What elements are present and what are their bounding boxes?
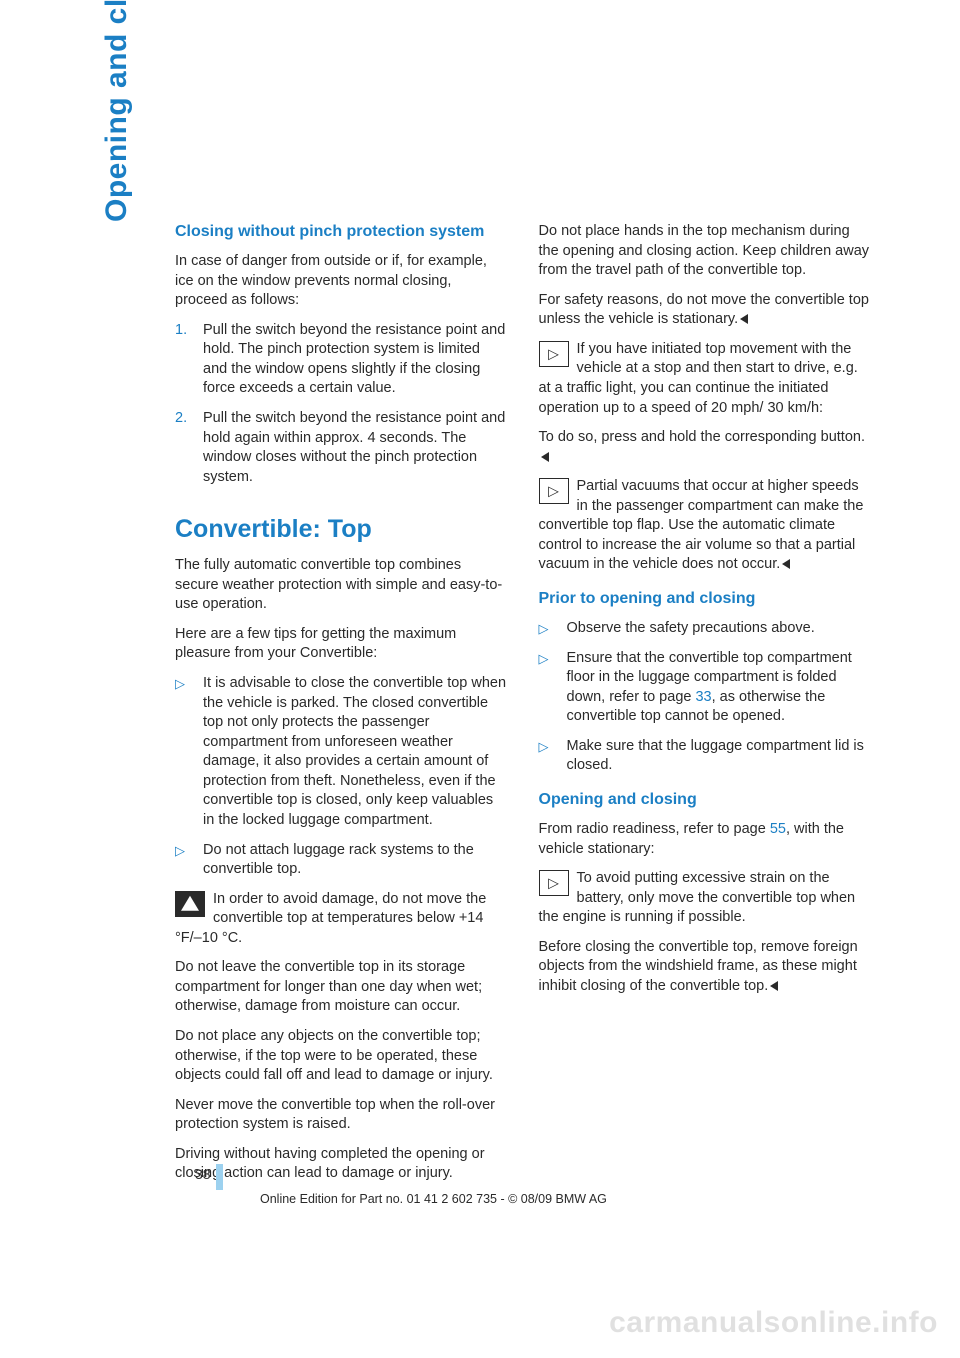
end-mark-icon: [541, 452, 549, 462]
watermark: carmanualsonline.info: [609, 1306, 938, 1340]
body-text: Driving without having completed the ope…: [175, 1145, 507, 1184]
page-number-bar: [216, 1164, 223, 1190]
note-text: In order to avoid damage, do not move th…: [175, 891, 486, 946]
note-text: For safety reasons, do not move the conv…: [539, 292, 869, 328]
warning-icon: [175, 891, 205, 917]
page-reference-link[interactable]: 55: [770, 821, 786, 837]
body-text: Never move the convertible top when the …: [175, 1096, 507, 1135]
step-text: Pull the switch beyond the resistance po…: [203, 322, 505, 397]
list-item: Observe the safety precautions above.: [539, 619, 871, 639]
body-text: Before closing the convertible top, remo…: [539, 938, 871, 997]
tips-list: It is advisable to close the convertible…: [175, 674, 507, 880]
heading-prior-opening: Prior to opening and closing: [539, 589, 871, 609]
step-2: 2. Pull the switch beyond the resistance …: [175, 409, 507, 487]
info-icon: [539, 870, 569, 896]
page-number: 38: [195, 1166, 211, 1182]
note-text: If you have initiated top movement with …: [539, 341, 858, 416]
end-mark-icon: [740, 314, 748, 324]
side-chapter-tab: Opening and closing: [100, 0, 134, 222]
note-text: Before closing the convertible top, remo…: [539, 939, 858, 994]
body-text: From radio readiness, refer to page 55, …: [539, 820, 871, 859]
note-text: Partial vacuums that occur at higher spe…: [539, 478, 864, 572]
body-text: Do not leave the convertible top in its …: [175, 958, 507, 1017]
body-text: From radio readiness, refer to page: [539, 821, 770, 837]
heading-closing-without-pinch: Closing without pinch protection system: [175, 222, 507, 242]
list-item: Ensure that the convertible top compartm…: [539, 649, 871, 727]
body-text: To do so, press and hold the correspondi…: [539, 428, 871, 467]
precautions-list: Observe the safety precautions above. En…: [539, 619, 871, 776]
end-mark-icon: [770, 981, 778, 991]
content-columns: Closing without pinch protection system …: [175, 222, 870, 1194]
info-note: Partial vacuums that occur at higher spe…: [539, 477, 871, 575]
step-number: 1.: [175, 321, 187, 341]
info-note: If you have initiated top movement with …: [539, 340, 871, 418]
heading-convertible-top: Convertible: Top: [175, 515, 507, 544]
info-icon: [539, 341, 569, 367]
heading-opening-closing: Opening and closing: [539, 790, 871, 810]
manual-page: Opening and closing Closing without pinc…: [0, 0, 960, 1358]
body-text: Here are a few tips for getting the maxi…: [175, 625, 507, 664]
end-mark-icon: [782, 559, 790, 569]
info-note: To avoid putting excessive strain on the…: [539, 869, 871, 928]
body-text: Do not place hands in the top mechanism …: [539, 222, 871, 281]
body-text: In case of danger from outside or if, fo…: [175, 252, 507, 311]
body-text: For safety reasons, do not move the conv…: [539, 291, 871, 330]
list-item: It is advisable to close the convertible…: [175, 674, 507, 831]
step-number: 2.: [175, 409, 187, 429]
list-item: Do not attach luggage rack systems to th…: [175, 841, 507, 880]
right-column: Do not place hands in the top mechanism …: [539, 222, 871, 1194]
body-text: Do not place any objects on the converti…: [175, 1027, 507, 1086]
list-item: Make sure that the luggage compartment l…: [539, 737, 871, 776]
page-reference-link[interactable]: 33: [695, 689, 711, 705]
step-text: Pull the switch beyond the resistance po…: [203, 410, 505, 485]
note-text: To avoid putting excessive strain on the…: [539, 870, 856, 925]
left-column: Closing without pinch protection system …: [175, 222, 507, 1194]
body-text: The fully automatic convertible top comb…: [175, 556, 507, 615]
warning-note: In order to avoid damage, do not move th…: [175, 890, 507, 949]
note-text: To do so, press and hold the correspondi…: [539, 429, 865, 445]
numbered-steps: 1. Pull the switch beyond the resistance …: [175, 321, 507, 488]
info-icon: [539, 478, 569, 504]
footer-copyright: Online Edition for Part no. 01 41 2 602 …: [260, 1192, 607, 1206]
step-1: 1. Pull the switch beyond the resistance …: [175, 321, 507, 399]
